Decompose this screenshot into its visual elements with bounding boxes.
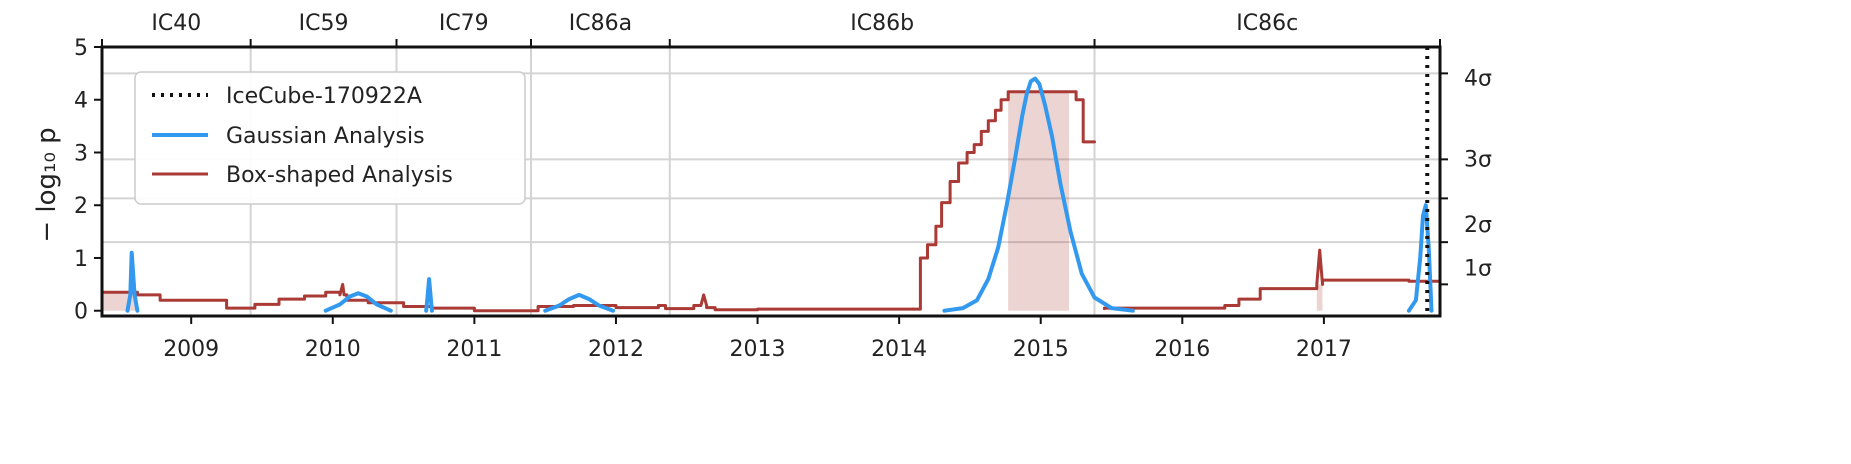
box-series-line	[100, 282, 915, 313]
x-tick-label: 2009	[163, 337, 219, 362]
season-label: IC86c	[1236, 11, 1298, 36]
x-tick-label: 2011	[446, 337, 502, 362]
shade-layer	[102, 91, 1323, 311]
season-label: IC79	[439, 11, 489, 36]
plot-frame	[100, 45, 1442, 318]
axis-layer: 2009 2010 2011 2012 2013 2014 2015 2016 2017 0 1 2 3…	[74, 36, 1492, 362]
gaussian-series-line	[424, 277, 434, 313]
y-axis-label: − log₁₀ p	[32, 127, 62, 242]
legend-label-box: Box-shaped Analysis	[226, 163, 453, 188]
box-shaded-region	[1316, 284, 1323, 311]
y-tick-label: 4	[74, 89, 88, 114]
x-tick-label: 2014	[871, 337, 927, 362]
gaussian-series-line	[125, 250, 140, 313]
legend-label-event: IceCube-170922A	[226, 84, 422, 109]
y-tick-label: 3	[74, 141, 88, 166]
legend-box	[134, 71, 526, 205]
x-tick-label: 2016	[1154, 337, 1210, 362]
gaussian-series-line	[543, 292, 616, 313]
sigma-tick-label: 1σ	[1464, 257, 1492, 282]
x-tick-label: 2013	[730, 337, 786, 362]
y-tick-label: 0	[74, 300, 88, 325]
y-tick-label: 1	[74, 247, 88, 272]
season-layer: IC40 IC59 IC79 IC86a IC86b IC86c	[101, 11, 1441, 47]
y-tick-label: 2	[74, 194, 88, 219]
season-label: IC86a	[569, 11, 632, 36]
box-shaded-region	[1008, 91, 1070, 311]
season-label: IC86b	[850, 11, 914, 36]
gaussian-series-line	[942, 76, 1135, 313]
box-series-line	[1102, 248, 1442, 311]
y-tick-label: 5	[74, 36, 88, 61]
sigma-tick-label: 3σ	[1464, 147, 1492, 172]
gaussian-series-line	[323, 291, 393, 313]
x-tick-label: 2012	[588, 337, 644, 362]
sigma-tick-label: 2σ	[1464, 213, 1492, 238]
season-label: IC40	[151, 11, 201, 36]
x-tick-label: 2017	[1296, 337, 1352, 362]
gaussian-series-line	[1406, 203, 1434, 313]
season-label: IC59	[299, 11, 349, 36]
x-tick-label: 2010	[305, 337, 361, 362]
legend-label-gaussian: Gaussian Analysis	[226, 124, 425, 149]
x-tick-label: 2015	[1013, 337, 1069, 362]
box-series-line	[911, 90, 1096, 311]
legend: IceCube-170922A Gaussian Analysis Box-sh…	[134, 71, 526, 205]
sigma-tick-label: 4σ	[1464, 67, 1492, 92]
